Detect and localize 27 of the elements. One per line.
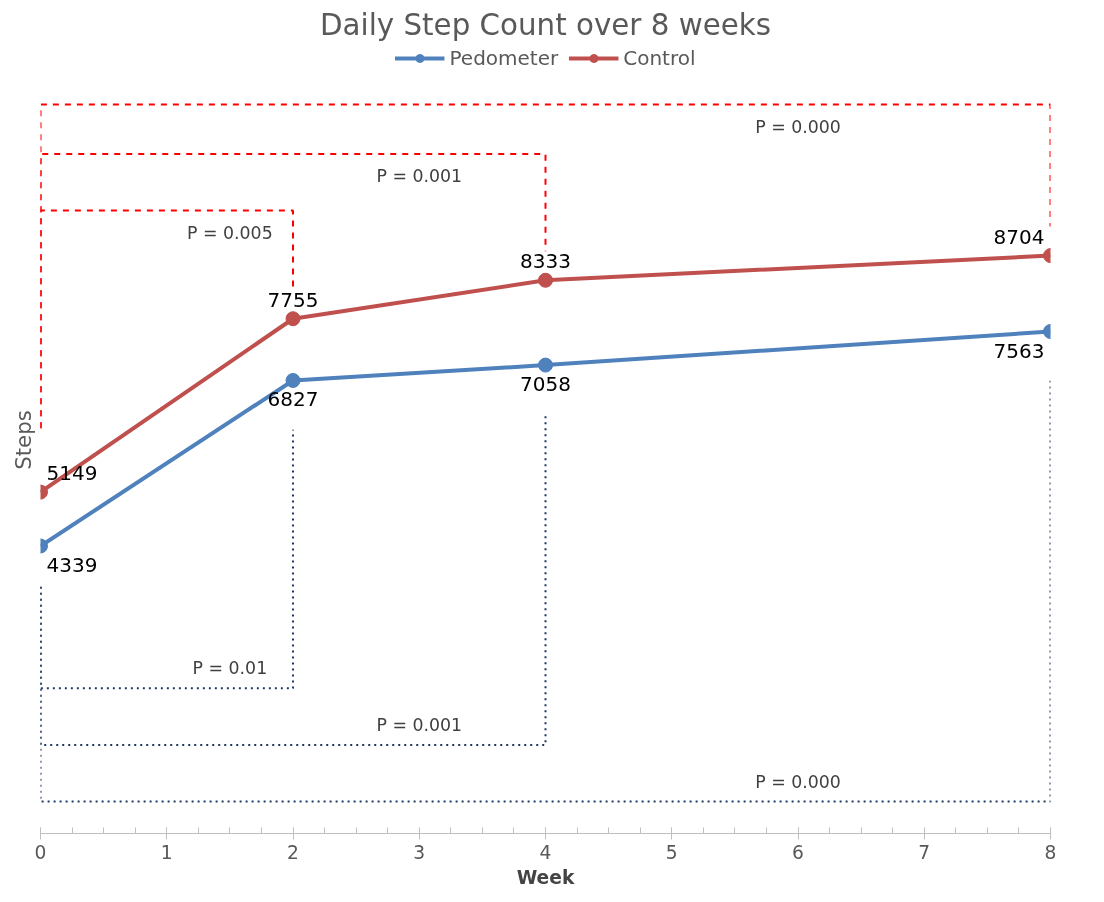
data-label: 8333 <box>520 249 571 274</box>
data-label: 7058 <box>520 372 571 397</box>
chart-title: Daily Step Count over 8 weeks <box>319 7 772 42</box>
x-tick-label: 8 <box>1044 841 1057 863</box>
x-tick-label: 4 <box>539 841 552 863</box>
legend-label: Control <box>623 46 696 70</box>
text: P = 0.000 <box>755 771 841 792</box>
x-tick-label: 3 <box>413 841 426 863</box>
x-axis-title: Week <box>516 866 575 888</box>
x-tick-label: 7 <box>918 841 931 863</box>
data-label: 6827 <box>267 387 319 412</box>
text: P = 0.01 <box>192 658 268 679</box>
text: P = 0.000 <box>755 116 841 137</box>
data-label: 7563 <box>993 338 1045 363</box>
data-label: 8704 <box>993 224 1045 249</box>
legend-label: Pedometer <box>449 46 559 70</box>
x-tick-label: 6 <box>792 841 804 863</box>
x-tick-label: 2 <box>287 841 299 863</box>
x-tick-label: 1 <box>160 841 173 863</box>
x-tick-label: 5 <box>665 841 678 863</box>
data-label: 4339 <box>46 553 98 577</box>
data-label: 7755 <box>267 287 319 312</box>
text: P = 0.001 <box>376 714 463 735</box>
text: P = 0.001 <box>376 165 463 186</box>
y-axis-title: Steps <box>10 410 36 470</box>
x-tick-label: 0 <box>34 841 47 863</box>
text: P = 0.005 <box>187 222 273 243</box>
